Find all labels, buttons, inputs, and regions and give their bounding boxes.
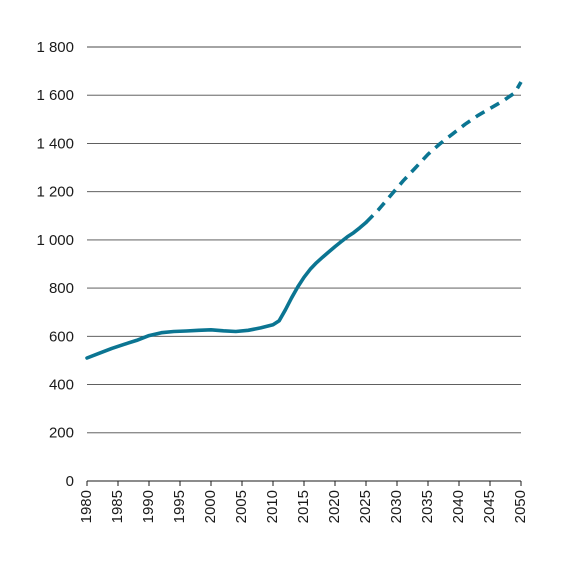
y-tick-label: 1 800 <box>36 39 74 56</box>
x-tick-label: 1995 <box>171 490 188 523</box>
x-tick-label: 2035 <box>419 490 436 523</box>
x-tick-label: 2045 <box>481 490 498 523</box>
y-tick-label: 1 400 <box>36 135 74 152</box>
projection-series-line <box>364 81 523 224</box>
x-tick-label: 1990 <box>140 490 157 523</box>
y-tick-label: 1 600 <box>36 87 74 104</box>
x-tick-label: 2030 <box>388 490 405 523</box>
y-tick-label: 600 <box>49 328 74 345</box>
y-tick-label: 1 200 <box>36 184 74 201</box>
x-tick-label: 2015 <box>295 490 312 523</box>
series-lines <box>85 81 523 360</box>
x-tick-label: 2020 <box>326 490 343 523</box>
gridlines <box>87 46 521 434</box>
x-tick-label: 2010 <box>264 490 281 523</box>
y-tick-label: 200 <box>49 425 74 442</box>
x-tick-label: 2005 <box>233 490 250 523</box>
y-tick-label: 1 000 <box>36 232 74 249</box>
x-tick-label: 2050 <box>512 490 529 523</box>
x-tick-label: 1980 <box>78 490 95 523</box>
x-tick-label: 2000 <box>202 490 219 523</box>
y-tick-label: 0 <box>66 473 74 490</box>
y-tick-label: 800 <box>49 280 74 297</box>
x-axis: 1980 1985 1990 1995 2000 2005 2010 2015 2020 2025… <box>78 480 529 523</box>
y-tick-label: 400 <box>49 377 74 394</box>
x-tick-label: 1985 <box>109 490 126 523</box>
y-axis-tick-labels: 0 200 400 600 800 1 000 1 200 1 400 1 600 1 800 <box>36 39 74 490</box>
x-tick-label: 2025 <box>357 490 374 523</box>
x-tick-label: 2040 <box>450 490 467 523</box>
historical-series-line <box>85 220 368 360</box>
